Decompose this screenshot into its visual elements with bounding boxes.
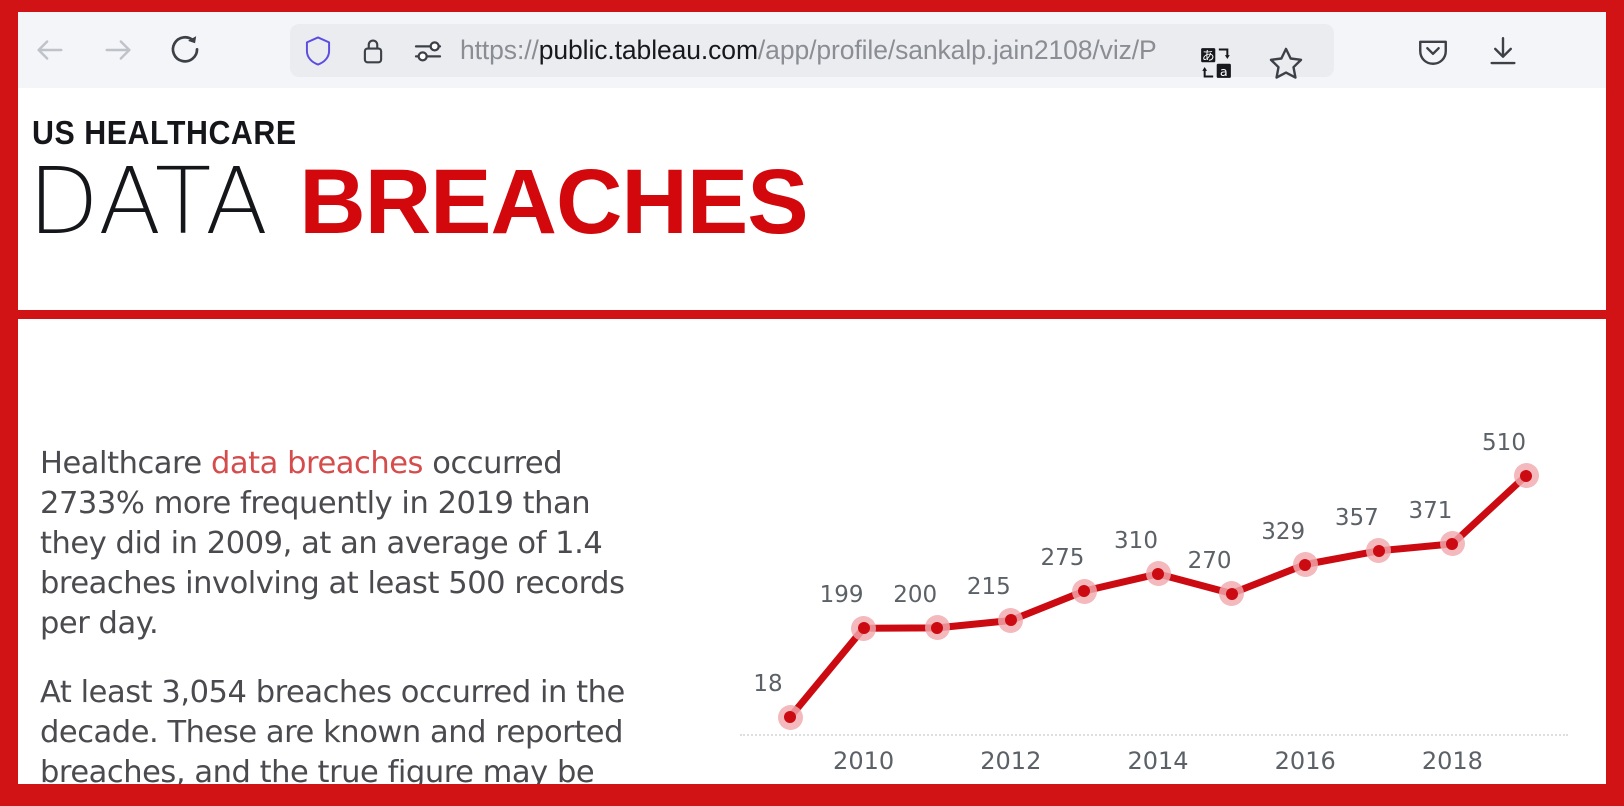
download-icon[interactable] [1480,28,1526,74]
pocket-icon[interactable] [1410,28,1456,74]
kicker-text: US HEALTHCARE [32,114,297,151]
shield-icon[interactable] [290,24,346,77]
data-point[interactable] [1078,585,1091,598]
permissions-icon[interactable] [400,24,456,77]
intro-copy: Healthcare data breaches occurred 2733% … [40,444,640,784]
data-point[interactable] [1520,469,1532,482]
breaches-line-chart: 2010 2012 2014 2016 2018 18 199 200 215 275 310 27… [718,429,1588,784]
x-axis-line [740,734,1568,736]
header-band: US HEALTHCARE DATA BREACHES [18,88,1606,310]
forward-button[interactable] [96,28,140,72]
svg-text:あ: あ [1202,49,1215,64]
reload-button[interactable] [163,28,207,72]
data-label: 357 [1334,504,1379,531]
browser-toolbar: https://public.tableau.com/app/profile/s… [18,12,1606,88]
data-point[interactable] [1225,587,1238,600]
data-label: 200 [893,581,938,608]
data-label: 510 [1482,429,1526,456]
page-title: DATA BREACHES [28,156,809,249]
data-label: 329 [1261,518,1306,545]
data-point[interactable] [1372,544,1385,557]
body-area: Healthcare data breaches occurred 2733% … [18,319,1606,784]
data-label: 215 [966,574,1011,601]
x-tick-label: 2010 [833,747,895,775]
title-breaches: BREACHES [299,151,808,253]
p1-post: occurred 2733% more frequently in 2019 t… [40,446,625,641]
url-text: https://public.tableau.com/app/profile/s… [460,35,1157,65]
x-tick-label: 2012 [980,747,1042,775]
svg-text:a: a [1220,64,1228,79]
paragraph-1: Healthcare data breaches occurred 2733% … [40,444,640,644]
browser-window: https://public.tableau.com/app/profile/s… [18,12,1606,784]
red-divider-rule [18,310,1606,319]
x-tick-label: 2016 [1274,747,1336,775]
translate-icon[interactable]: あ a [1194,36,1238,89]
data-point[interactable] [1152,567,1164,580]
x-tick-label: 2014 [1127,747,1189,775]
data-point[interactable] [1004,614,1017,627]
data-label: 371 [1408,497,1453,524]
address-bar[interactable]: https://public.tableau.com/app/profile/s… [290,24,1334,79]
paragraph-2: At least 3,054 breaches occurred in the … [40,675,625,784]
x-tick-label: 2018 [1421,747,1483,775]
reload-icon [171,35,199,63]
data-label: 310 [1114,527,1158,554]
arrow-left-icon [37,40,63,60]
data-point[interactable] [784,711,796,724]
data-label: 270 [1187,547,1232,574]
p1-pre: Healthcare [40,446,211,481]
lock-icon[interactable] [346,24,400,77]
data-point[interactable] [857,622,870,635]
star-icon[interactable] [1260,36,1312,89]
arrow-right-icon [105,40,131,60]
title-data: DATA [28,148,300,255]
data-label: 275 [1040,545,1085,572]
back-button[interactable] [28,28,72,72]
p1-highlight: data breaches [211,446,423,481]
data-point[interactable] [1299,558,1312,571]
data-label: 18 [753,671,783,698]
data-point[interactable] [931,621,944,634]
data-point[interactable] [1446,537,1459,550]
data-label: 199 [819,582,864,609]
page-content: US HEALTHCARE DATA BREACHES Healthcare d… [18,88,1606,784]
